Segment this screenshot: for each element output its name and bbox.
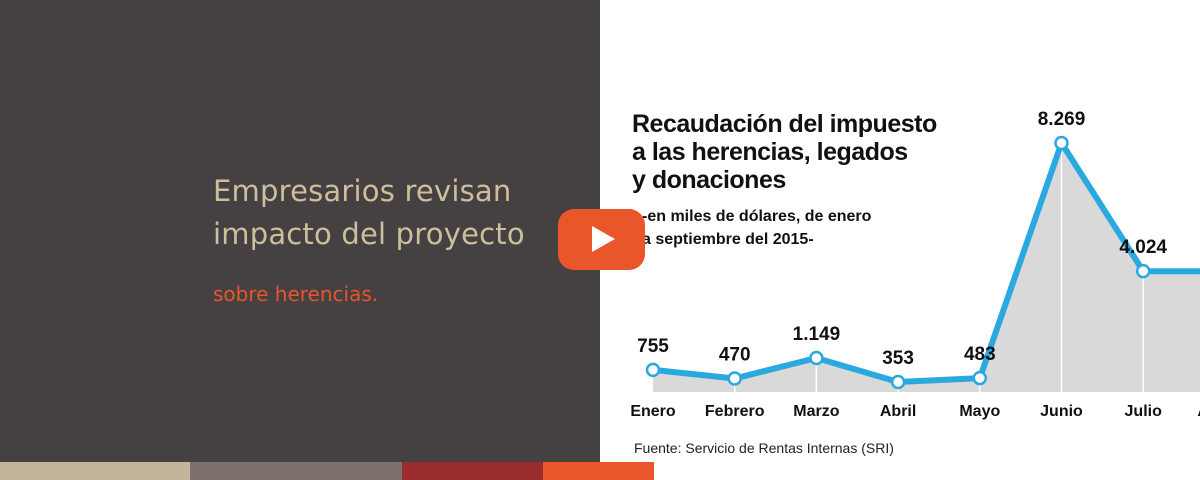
data-point bbox=[890, 374, 906, 390]
subheadline: sobre herencias. bbox=[213, 282, 379, 306]
drop-lines bbox=[733, 143, 1144, 392]
color-segment bbox=[0, 462, 190, 480]
chart-subtitle-line-1: -en miles de dólares, de enero bbox=[642, 208, 872, 225]
data-label: 353 bbox=[882, 348, 914, 369]
data-point bbox=[1054, 135, 1069, 151]
data-label: 470 bbox=[719, 344, 751, 365]
x-tick-labels: Enero Febrero Marzo Abril Mayo Junio Julio Agos… bbox=[630, 403, 1200, 420]
chart-source: Fuente: Servicio de Rentas Internas (SRI… bbox=[634, 440, 894, 456]
headline: Empresarios revisan impacto del proyecto bbox=[213, 170, 573, 256]
color-segment bbox=[402, 462, 543, 480]
play-icon bbox=[592, 226, 615, 252]
chart-subtitle: -en miles de dólares, de enero a septiem… bbox=[642, 205, 942, 251]
x-tick-label: Junio bbox=[1040, 403, 1083, 420]
banner-panel: Empresarios revisan impacto del proyecto… bbox=[0, 0, 600, 462]
chart-image: 755 470 1.149 353 483 8.269 4.024 Enero Febrero… bbox=[600, 0, 1200, 462]
data-label: 1.149 bbox=[793, 324, 841, 345]
data-point bbox=[645, 362, 661, 378]
x-tick-label: Mayo bbox=[959, 403, 1000, 420]
x-tick-label: Abril bbox=[880, 403, 916, 420]
chart-title-line-2: a las herencias, legados bbox=[632, 138, 908, 166]
data-label: 483 bbox=[964, 344, 996, 365]
line-chart: 755 470 1.149 353 483 8.269 4.024 Enero Febrero… bbox=[630, 109, 1200, 420]
data-label: 755 bbox=[637, 336, 669, 357]
color-segment bbox=[190, 462, 402, 480]
data-points bbox=[645, 135, 1151, 390]
chart-title-line-3: y donaciones bbox=[632, 166, 786, 194]
x-tick-label: Febrero bbox=[705, 403, 765, 420]
bottom-color-bar bbox=[0, 462, 654, 480]
data-point bbox=[972, 370, 988, 386]
chart-title: Recaudación del impuesto a las herencias… bbox=[632, 110, 1032, 194]
data-point bbox=[1135, 263, 1151, 279]
x-tick-label: Agosto bbox=[1197, 403, 1200, 420]
area-fill bbox=[653, 143, 1200, 392]
x-tick-label: Enero bbox=[630, 403, 676, 420]
data-label: 8.269 bbox=[1038, 109, 1086, 130]
data-point bbox=[809, 350, 824, 366]
headline-line-1: Empresarios revisan bbox=[213, 174, 512, 208]
data-labels: 755 470 1.149 353 483 8.269 4.024 bbox=[637, 109, 1167, 369]
headline-line-2: impacto del proyecto bbox=[213, 217, 525, 251]
data-point bbox=[727, 371, 742, 386]
data-label: 4.024 bbox=[1119, 237, 1167, 258]
chart-title-line-1: Recaudación del impuesto bbox=[632, 110, 937, 138]
color-segment bbox=[543, 462, 654, 480]
chart-subtitle-line-2: a septiembre del 2015- bbox=[642, 231, 814, 248]
x-tick-label: Marzo bbox=[793, 403, 839, 420]
x-tick-label: Julio bbox=[1125, 403, 1163, 420]
play-button[interactable] bbox=[558, 209, 645, 270]
